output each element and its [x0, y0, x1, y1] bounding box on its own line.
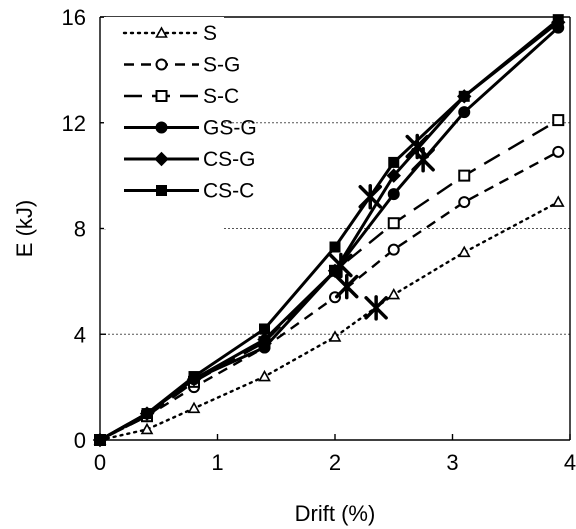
asterisk-marker [335, 273, 359, 300]
data-point [257, 332, 272, 347]
data-point [387, 217, 400, 230]
legend-label: S [203, 22, 217, 45]
data-point [386, 168, 401, 183]
legend-marker [155, 58, 168, 71]
asterisk-marker [364, 295, 388, 321]
legend-marker [154, 151, 169, 167]
x-tick-label: 4 [564, 450, 576, 475]
data-point [387, 188, 400, 201]
legend-marker [156, 185, 167, 196]
x-tick-label: 2 [329, 450, 341, 475]
asterisk-marker [358, 184, 382, 210]
legend-label: GS-G [203, 117, 257, 140]
legend-entry-gs-g: GS-G [124, 117, 257, 140]
y-tick-label: 4 [74, 322, 86, 347]
y-tick-label: 16 [62, 5, 86, 30]
annotation-markers [329, 133, 435, 321]
data-point [188, 371, 200, 383]
data-point [387, 243, 400, 256]
data-point [387, 287, 401, 300]
legend-entry-cs-g: CS-G [124, 148, 256, 171]
data-point [328, 330, 342, 342]
y-axis-label: E (kJ) [12, 200, 37, 257]
legend-label: CS-G [203, 148, 256, 171]
legend: S S-G S-C GS-G CS-G CS-C [104, 17, 257, 229]
data-point [458, 196, 471, 209]
y-tick-label: 0 [74, 428, 86, 453]
series-s [93, 195, 565, 445]
y-tick-label: 8 [74, 217, 86, 242]
legend-marker [155, 90, 168, 102]
data-point [552, 145, 565, 158]
legend-label: CS-C [203, 180, 254, 203]
plot-area [92, 14, 566, 448]
data-point [458, 169, 471, 182]
legend-entry-s: S [122, 22, 217, 45]
legend-marker [155, 121, 168, 134]
legend-label: S-C [203, 85, 239, 108]
data-point [458, 90, 470, 102]
asterisk-marker [405, 133, 429, 160]
data-point [457, 245, 471, 258]
x-axis-label: Drift (%) [295, 501, 376, 526]
asterisk-marker [329, 252, 353, 279]
series-line [99, 18, 560, 442]
data-point [552, 14, 564, 26]
legend-entry-s-g: S-G [124, 54, 240, 77]
x-tick-label: 3 [446, 450, 458, 475]
data-point [258, 369, 271, 382]
legend-marker [155, 26, 168, 38]
data-point [552, 114, 565, 127]
x-tick-label: 1 [211, 450, 223, 475]
data-point [140, 422, 154, 435]
data-point [388, 156, 400, 168]
data-point [551, 195, 565, 207]
legend-label: S-G [203, 54, 240, 77]
data-point [259, 323, 270, 335]
series-line [98, 200, 560, 442]
data-point [458, 106, 471, 119]
data-point [329, 241, 341, 253]
data-point [141, 408, 153, 420]
x-tick-label: 0 [94, 450, 106, 475]
legend-entry-cs-c: CS-C [124, 180, 254, 203]
y-tick-label: 12 [62, 111, 86, 136]
legend-entry-s-c: S-C [124, 85, 239, 108]
data-point [187, 401, 201, 414]
